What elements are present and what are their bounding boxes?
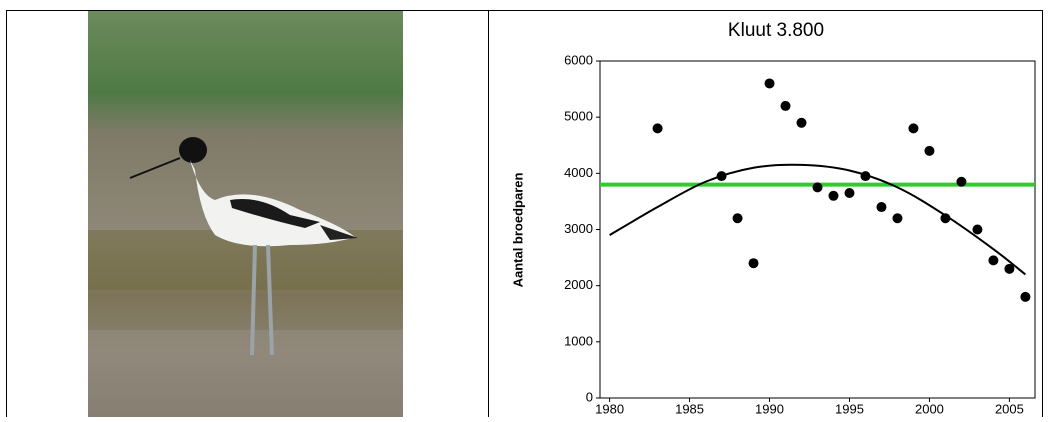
y-tick-label: 6000 [564,52,593,67]
data-point [988,255,999,266]
data-point [876,202,887,213]
data-point [860,171,871,182]
x-tick-label: 1980 [595,401,624,416]
table-frame [6,10,1043,417]
data-point [1004,263,1015,274]
data-point [924,145,935,156]
data-point [892,213,903,224]
x-tick-label: 2005 [995,401,1024,416]
trend-line [609,163,1027,276]
data-point [1020,291,1031,302]
data-point [748,258,759,269]
x-tick-label: 1985 [675,401,704,416]
chart-title: Kluut 3.800 [728,20,824,41]
x-tick-label: 2000 [915,401,944,416]
data-point [780,100,791,111]
y-axis-label: Aantal broedparen [510,173,525,288]
data-point [732,213,743,224]
y-tick-label: 1000 [564,333,593,348]
data-point [956,176,967,187]
data-point [812,182,823,193]
data-point [716,171,727,182]
y-tick-label: 5000 [564,109,593,124]
data-point [972,224,983,235]
y-tick-label: 0 [586,389,593,404]
plot-frame [599,60,1036,399]
data-point [940,213,951,224]
data-point [764,78,775,89]
y-tick-label: 3000 [564,221,593,236]
y-tick-label: 4000 [564,165,593,180]
data-point [908,123,919,134]
x-tick-label: 1995 [835,401,864,416]
data-point [652,123,663,134]
data-point [844,187,855,198]
y-tick-label: 2000 [564,277,593,292]
bird-photo [88,11,403,417]
x-tick-label: 1990 [755,401,784,416]
data-point [796,117,807,128]
data-point [828,190,839,201]
